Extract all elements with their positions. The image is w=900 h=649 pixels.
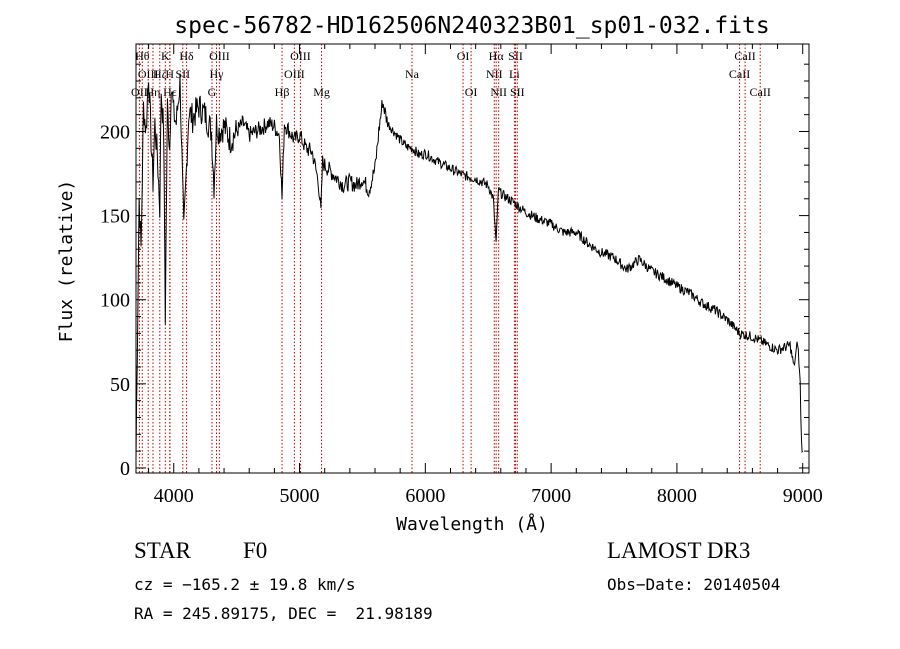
- line-label-28: CaII: [750, 85, 771, 99]
- line-label-6: H: [165, 67, 174, 81]
- y-tick-label-0: 0: [120, 458, 130, 480]
- line-label-9: Hδ: [179, 49, 194, 63]
- survey-name: LAMOST DR3: [607, 538, 751, 563]
- axis-ticks: 4000 5000 6000 7000 8000 9000 0 50 100 150 200: [100, 44, 823, 507]
- y-tick-label-50: 50: [110, 374, 130, 396]
- x-tick-label-6000: 6000: [405, 485, 445, 507]
- line-label-0: OII: [131, 85, 148, 99]
- line-label-15: OIII: [290, 49, 311, 63]
- y-tick-label-100: 100: [100, 290, 130, 312]
- line-label-27: CaII: [734, 49, 755, 63]
- line-label-10: G: [208, 85, 217, 99]
- object-type: STAR: [134, 538, 191, 563]
- line-label-26: CaII: [729, 67, 750, 81]
- spectral-line-markers: OIIHθOIIIHηHζKHHεSIIHδGHγOIIIHβOIIIOIIIM…: [131, 44, 771, 473]
- line-label-19: OI: [465, 85, 478, 99]
- x-tick-label-5000: 5000: [280, 485, 320, 507]
- chart-title: spec-56782-HD162506N240323B01_sp01-032.f…: [174, 13, 769, 39]
- line-label-2: OIII: [138, 67, 159, 81]
- line-label-12: OIII: [209, 49, 230, 63]
- line-label-24: SII: [508, 49, 523, 63]
- line-label-1: Hθ: [135, 49, 150, 63]
- plot-frame: [135, 43, 810, 474]
- coordinates: RA = 245.89175, DEC = 21.98189: [134, 604, 433, 623]
- line-label-11: Hγ: [210, 67, 225, 81]
- observation-date: Obs−Date: 20140504: [607, 575, 781, 594]
- line-label-25: SII: [510, 85, 525, 99]
- x-tick-label-9000: 9000: [783, 485, 823, 507]
- x-tick-label-7000: 7000: [531, 485, 571, 507]
- spectrum-line: [135, 73, 804, 460]
- line-label-4: Hζ: [153, 67, 167, 81]
- line-label-16: Mg: [313, 85, 330, 99]
- x-tick-label-4000: 4000: [154, 485, 194, 507]
- y-tick-label-150: 150: [100, 206, 130, 228]
- spectral-subclass: F0: [243, 538, 268, 563]
- line-label-22: NII: [490, 85, 507, 99]
- y-axis-label: Flux (relative): [56, 180, 77, 343]
- line-label-7: Hε: [163, 85, 177, 99]
- line-label-13: Hβ: [275, 85, 290, 99]
- y-tick-label-200: 200: [100, 121, 130, 143]
- x-axis-label: Wavelength (Å): [396, 513, 548, 535]
- line-label-17: Na: [405, 67, 420, 81]
- line-label-14: OIII: [284, 67, 305, 81]
- redshift-value: cz = −165.2 ± 19.8 km/s: [134, 575, 356, 594]
- x-tick-label-8000: 8000: [657, 485, 697, 507]
- line-label-23: Li: [509, 67, 520, 81]
- line-label-5: K: [161, 49, 170, 63]
- line-label-20: NII: [486, 67, 503, 81]
- line-label-18: OI: [457, 49, 470, 63]
- line-label-8: SII: [175, 67, 190, 81]
- line-label-21: Hα: [489, 49, 505, 63]
